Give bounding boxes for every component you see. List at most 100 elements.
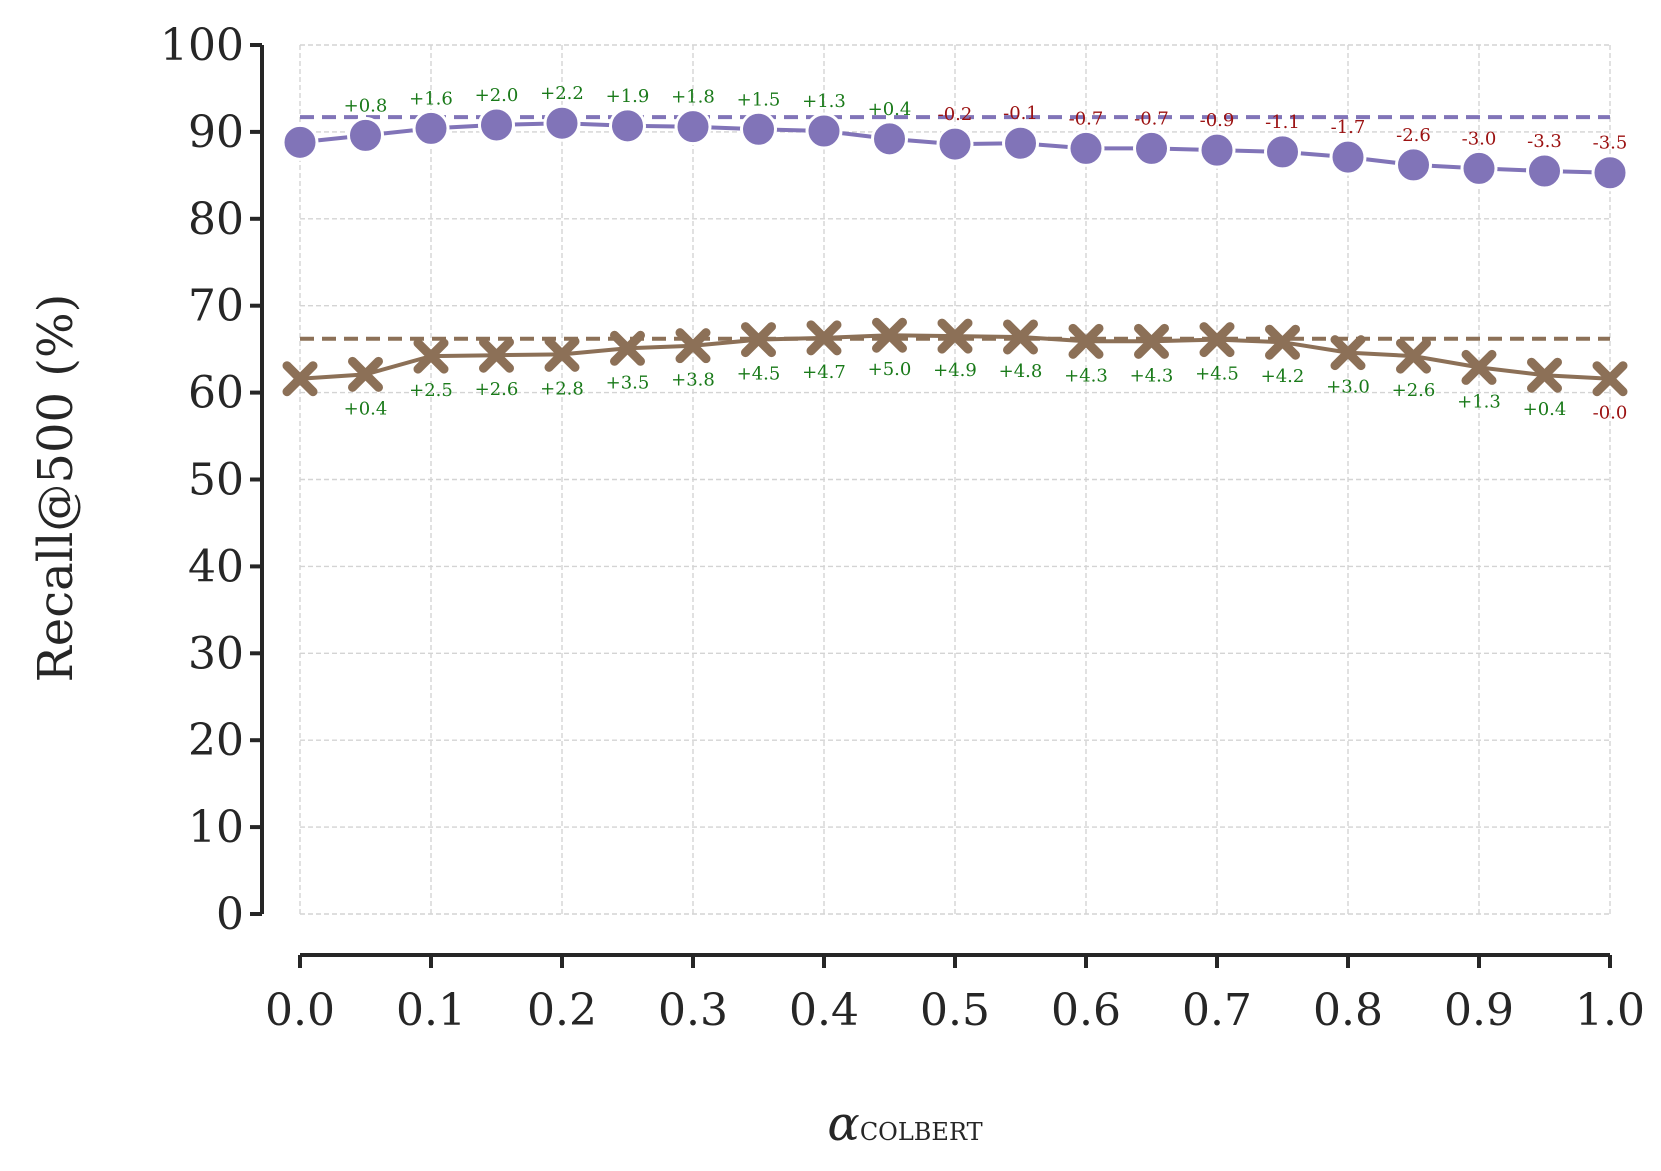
data-point bbox=[478, 106, 515, 144]
delta-label: +0.4 bbox=[344, 398, 388, 419]
data-point bbox=[348, 356, 383, 392]
delta-label: -3.3 bbox=[1527, 131, 1562, 152]
delta-label: +4.9 bbox=[933, 360, 977, 381]
data-point bbox=[1068, 323, 1104, 359]
data-point bbox=[609, 107, 646, 145]
delta-label: +3.5 bbox=[606, 372, 650, 393]
delta-label: +2.2 bbox=[540, 83, 584, 104]
data-point bbox=[1003, 319, 1038, 355]
delta-label: -0.7 bbox=[1069, 108, 1104, 129]
x-axis-title: αCOLBERT bbox=[827, 1096, 982, 1152]
delta-label: -3.0 bbox=[1462, 128, 1497, 149]
data-point bbox=[1265, 324, 1300, 360]
x-tick-label: 0.1 bbox=[396, 985, 466, 1036]
data-point bbox=[1330, 335, 1366, 371]
delta-label: +4.3 bbox=[1064, 365, 1108, 386]
markers bbox=[281, 104, 1629, 397]
delta-labels: +0.8 +1.6 +2.0 +2.2 +1.9 +1.8 +1.5 +1.3 +0.4 -0.2… bbox=[344, 83, 1628, 423]
delta-label: +1.9 bbox=[606, 86, 650, 107]
x-tick-label: 0.4 bbox=[789, 985, 859, 1036]
delta-label: -0.2 bbox=[938, 104, 973, 125]
data-point bbox=[1002, 124, 1039, 162]
data-point bbox=[479, 337, 514, 373]
delta-label: +4.8 bbox=[999, 361, 1043, 382]
y-tick-label: 20 bbox=[188, 715, 244, 766]
y-tick-label: 60 bbox=[188, 368, 244, 419]
delta-label: +4.5 bbox=[737, 364, 781, 385]
y-tick-label: 90 bbox=[188, 107, 244, 158]
delta-label: +1.8 bbox=[671, 87, 715, 108]
data-point bbox=[1461, 349, 1497, 385]
data-point bbox=[937, 318, 973, 354]
data-point bbox=[1067, 129, 1105, 167]
data-point bbox=[412, 109, 450, 147]
x-tick-label: 0.8 bbox=[1313, 985, 1383, 1036]
data-point bbox=[675, 328, 711, 364]
data-point bbox=[281, 123, 319, 161]
delta-label: -0.1 bbox=[1003, 103, 1038, 124]
x-tick-label: 1.0 bbox=[1575, 985, 1645, 1036]
delta-label: +2.8 bbox=[540, 378, 584, 399]
delta-label: +0.8 bbox=[344, 95, 388, 116]
x-tick-label: 0.5 bbox=[920, 985, 990, 1036]
data-point bbox=[543, 104, 581, 142]
data-point bbox=[413, 338, 449, 374]
data-point bbox=[347, 116, 384, 154]
x-tick-label: 0.2 bbox=[527, 985, 597, 1036]
data-point bbox=[1199, 322, 1235, 358]
y-tick-label: 70 bbox=[188, 281, 244, 332]
delta-label: +4.2 bbox=[1261, 366, 1305, 387]
delta-label: +1.6 bbox=[409, 88, 453, 109]
delta-label: +1.3 bbox=[1457, 391, 1501, 412]
delta-label: +0.4 bbox=[1523, 399, 1567, 420]
baselines bbox=[300, 115, 1610, 341]
x-tick-label: 0.0 bbox=[265, 985, 335, 1036]
delta-label: +2.5 bbox=[409, 380, 453, 401]
delta-label: +2.6 bbox=[1392, 380, 1436, 401]
delta-label: -2.6 bbox=[1396, 125, 1431, 146]
delta-label: -1.1 bbox=[1265, 112, 1300, 133]
x-tick-label: 0.9 bbox=[1444, 985, 1514, 1036]
data-point bbox=[1134, 323, 1169, 359]
y-tick-label: 50 bbox=[188, 455, 244, 506]
y-tick-label: 30 bbox=[188, 628, 244, 679]
data-point bbox=[1592, 361, 1628, 397]
data-point bbox=[1329, 138, 1367, 176]
x-ticks: 0.0 0.1 0.2 0.3 0.4 0.5 0.6 0.7 0.8 0.9 1.0 bbox=[265, 955, 1645, 1036]
data-point bbox=[1264, 133, 1301, 171]
data-point bbox=[282, 361, 318, 397]
data-point bbox=[1591, 154, 1629, 192]
y-ticks: 0 10 20 30 40 50 60 70 80 90 100 bbox=[160, 20, 262, 940]
delta-label: -1.7 bbox=[1331, 117, 1366, 138]
delta-label: +5.0 bbox=[868, 359, 912, 380]
data-point bbox=[872, 317, 907, 353]
y-tick-label: 10 bbox=[188, 802, 244, 853]
delta-label: +3.0 bbox=[1326, 377, 1370, 398]
delta-label: +2.0 bbox=[475, 85, 519, 106]
y-tick-label: 0 bbox=[216, 889, 244, 940]
delta-label: -3.5 bbox=[1593, 133, 1628, 154]
x-axis-title-symbol: α bbox=[827, 1096, 859, 1152]
delta-label: +2.6 bbox=[475, 379, 519, 400]
data-point bbox=[1460, 149, 1498, 187]
delta-label: -0.7 bbox=[1134, 108, 1169, 129]
delta-label: +4.3 bbox=[1130, 365, 1174, 386]
delta-label: +4.5 bbox=[1195, 364, 1239, 385]
delta-label: +4.7 bbox=[802, 362, 846, 383]
x-tick-label: 0.3 bbox=[658, 985, 728, 1036]
x-axis-title-subscript: COLBERT bbox=[860, 1118, 983, 1146]
x-tick-label: 0.7 bbox=[1182, 985, 1252, 1036]
data-point bbox=[1198, 131, 1236, 169]
delta-label: +3.8 bbox=[671, 370, 715, 391]
delta-label: -0.9 bbox=[1200, 110, 1235, 131]
data-point bbox=[806, 320, 842, 356]
data-point bbox=[1133, 129, 1170, 167]
y-tick-label: 80 bbox=[188, 194, 244, 245]
data-point bbox=[544, 336, 580, 372]
delta-label: +0.4 bbox=[868, 99, 912, 120]
data-point bbox=[740, 110, 777, 148]
data-point bbox=[871, 120, 908, 158]
data-point bbox=[805, 112, 843, 150]
y-tick-label: 40 bbox=[188, 541, 244, 592]
